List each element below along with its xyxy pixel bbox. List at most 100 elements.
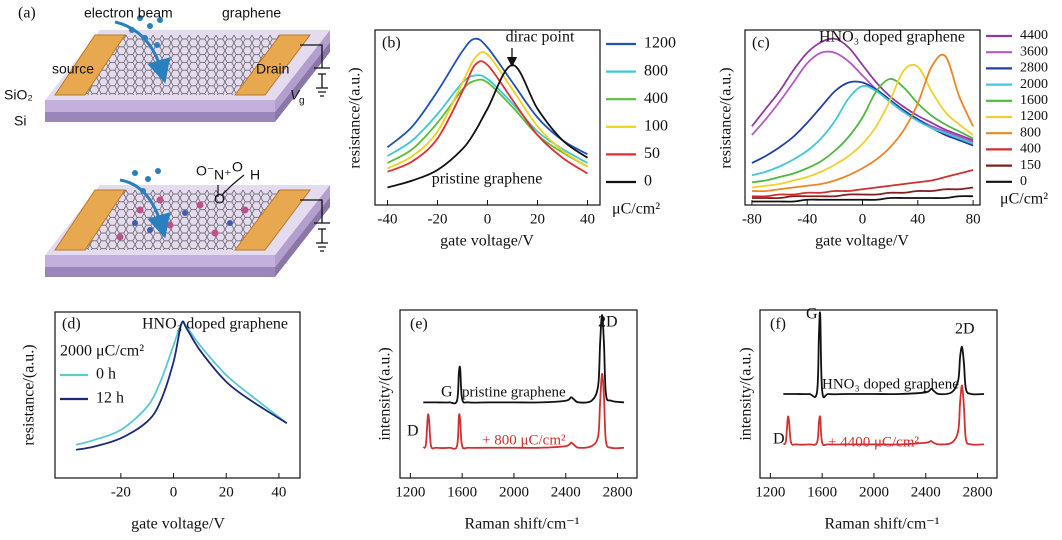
x-tick-label: -80: [742, 211, 762, 227]
series-line: [75, 320, 288, 451]
series-line: [423, 314, 625, 405]
x-tick-label: 2800: [603, 484, 633, 500]
y-axis-label: resistance/(a.u.): [718, 67, 735, 168]
x-tick-label: -40: [378, 211, 398, 227]
x-tick-label: -40: [797, 211, 817, 227]
legend-label: 3600: [1020, 44, 1048, 59]
series-line: [751, 37, 974, 142]
panel-label: (b): [382, 35, 401, 52]
series-line: [751, 63, 974, 189]
series-label: + 800 μC/cm²: [482, 432, 566, 448]
x-axis-label: Raman shift/cm⁻¹: [825, 516, 940, 533]
source-label: source: [52, 61, 94, 77]
series-line: [751, 78, 974, 184]
plot-frame: [399, 309, 638, 479]
legend-label: 0 h: [96, 366, 116, 383]
device-top: [45, 15, 330, 122]
x-tick-label: 40: [271, 484, 286, 500]
series-line: [387, 74, 588, 164]
series-line: [387, 60, 588, 175]
y-axis-label: intensity/(a.u.): [377, 347, 394, 440]
x-tick-label: 1600: [807, 484, 837, 500]
legend-label: 1600: [1020, 93, 1048, 108]
legend-label: 100: [644, 117, 668, 134]
legend-label: 50: [644, 145, 660, 162]
series-line: [422, 372, 625, 450]
y-axis-label: resistance/(a.u.): [21, 344, 38, 445]
molecule-atom: N⁺: [214, 167, 232, 183]
annotation: D: [407, 423, 419, 440]
plot-frame: [759, 309, 998, 479]
x-tick-label: 2000: [859, 484, 889, 500]
legend-label: 800: [1020, 125, 1041, 140]
x-tick-label: 80: [966, 211, 981, 227]
beam-label: electron beam: [84, 5, 173, 21]
legend-label: 1200: [644, 35, 676, 52]
x-tick-label: 2400: [911, 484, 941, 500]
device-bottom: [45, 168, 330, 277]
x-tick-label: 0: [859, 211, 867, 227]
x-tick-label: 2400: [551, 484, 581, 500]
legend-label: 400: [1020, 142, 1041, 157]
molecule-atom: H: [250, 167, 260, 183]
molecule-atom: O⁻: [196, 163, 214, 179]
legend-label: 1200: [1020, 109, 1048, 124]
legend-label: 2000: [1020, 77, 1048, 92]
legend-label: 2800: [1020, 61, 1048, 76]
x-tick-label: 0: [170, 484, 178, 500]
molecule-atom: O: [214, 191, 225, 207]
series-line: [387, 78, 588, 168]
series-label: + 4400 μC/cm²: [828, 434, 919, 450]
series-line: [751, 84, 974, 177]
legend-title: μC/cm²: [1000, 191, 1048, 208]
series-line: [751, 53, 974, 193]
panel-label: (d): [62, 316, 81, 333]
annotation: HNO₃ doped graphene: [819, 29, 965, 46]
series-line: [783, 311, 985, 399]
x-tick-label: 1600: [447, 484, 477, 500]
series-line: [751, 169, 974, 198]
legend-title: 2000 μC/cm²: [60, 343, 144, 360]
substrate-label: Si: [14, 113, 26, 129]
annotation: HNO₃ doped graphene: [142, 316, 288, 333]
legend-label: 150: [1020, 158, 1041, 173]
legend-label: 4400: [1020, 28, 1048, 43]
legend-label: 800: [644, 62, 668, 79]
x-axis-label: gate voltage/V: [440, 233, 534, 250]
x-axis-label: gate voltage/V: [131, 516, 225, 533]
x-axis-label: Raman shift/cm⁻¹: [465, 516, 580, 533]
annotation: pristine graphene: [432, 171, 543, 188]
y-axis-label: resistance/(a.u.): [347, 67, 364, 168]
series-line: [782, 384, 985, 447]
legend-label: 400: [644, 90, 668, 107]
legend-title: μC/cm²: [612, 201, 660, 218]
plot-frame: [54, 311, 301, 479]
molecule-atom: O: [232, 159, 243, 175]
drain-label: Drain: [256, 61, 289, 77]
panel-label: (e): [410, 316, 428, 333]
annotation: 2D: [955, 321, 975, 338]
series-line: [386, 37, 588, 156]
x-tick-label: 1200: [755, 484, 785, 500]
series-line: [751, 186, 974, 200]
oxide-label: SiO₂: [4, 87, 33, 103]
series-label: pristine graphene: [462, 384, 566, 400]
annotation: G: [441, 384, 453, 401]
x-tick-label: 20: [530, 211, 545, 227]
legend-label: 0: [644, 173, 652, 190]
x-tick-label: 0: [484, 211, 492, 227]
legend-label: 12 h: [96, 390, 124, 407]
series-line: [387, 64, 589, 189]
series-line: [751, 195, 974, 203]
series-line: [387, 51, 588, 170]
series-label: HNO₃ doped graphene: [822, 376, 959, 392]
x-tick-label: -20: [111, 484, 131, 500]
gate-subscript: g: [299, 96, 305, 107]
annotation: 2D: [598, 314, 618, 331]
annotation: G: [806, 306, 818, 323]
x-tick-label: 20: [219, 484, 234, 500]
annotation: dirac point: [506, 29, 575, 46]
panel-label: (c): [752, 35, 770, 52]
annotation: D: [773, 431, 785, 448]
gate-label: V: [290, 87, 301, 103]
